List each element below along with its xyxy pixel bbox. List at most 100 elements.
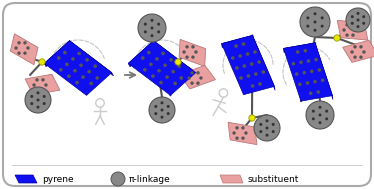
Circle shape: [307, 59, 310, 63]
Circle shape: [150, 26, 153, 29]
Polygon shape: [221, 35, 253, 48]
Circle shape: [191, 55, 195, 59]
Circle shape: [154, 112, 157, 115]
Circle shape: [160, 101, 163, 104]
Circle shape: [143, 68, 147, 72]
Circle shape: [26, 46, 30, 50]
Circle shape: [161, 52, 165, 55]
Circle shape: [314, 58, 318, 61]
Circle shape: [160, 116, 163, 119]
Circle shape: [351, 22, 354, 25]
Circle shape: [44, 83, 47, 87]
Circle shape: [81, 75, 85, 79]
Circle shape: [35, 78, 39, 81]
Circle shape: [77, 52, 81, 55]
Circle shape: [312, 110, 315, 113]
Circle shape: [147, 51, 151, 54]
Circle shape: [39, 59, 45, 65]
Circle shape: [319, 121, 322, 124]
Polygon shape: [283, 43, 332, 101]
Circle shape: [319, 106, 322, 109]
Circle shape: [43, 102, 46, 105]
Circle shape: [362, 50, 366, 54]
Circle shape: [111, 172, 125, 186]
Circle shape: [37, 106, 40, 109]
Circle shape: [167, 112, 170, 115]
Circle shape: [65, 63, 69, 66]
Circle shape: [94, 64, 97, 68]
Circle shape: [309, 91, 313, 95]
Circle shape: [157, 69, 161, 73]
Circle shape: [351, 33, 355, 37]
Circle shape: [196, 71, 200, 74]
Circle shape: [163, 64, 167, 67]
Polygon shape: [15, 175, 37, 183]
Circle shape: [249, 115, 255, 121]
Circle shape: [89, 82, 93, 85]
Circle shape: [272, 130, 275, 133]
Circle shape: [232, 131, 236, 135]
Circle shape: [303, 49, 307, 53]
Circle shape: [235, 136, 239, 140]
Polygon shape: [179, 39, 206, 66]
Circle shape: [87, 70, 91, 74]
Circle shape: [95, 76, 99, 80]
Circle shape: [234, 44, 238, 48]
Circle shape: [190, 71, 194, 74]
Circle shape: [306, 25, 309, 28]
Circle shape: [334, 35, 340, 41]
Circle shape: [183, 50, 186, 54]
Polygon shape: [70, 41, 114, 76]
Circle shape: [57, 56, 61, 60]
Circle shape: [312, 117, 315, 120]
Circle shape: [319, 114, 322, 116]
Circle shape: [356, 12, 359, 15]
Circle shape: [321, 25, 324, 28]
Circle shape: [313, 29, 316, 32]
Circle shape: [254, 115, 280, 141]
Circle shape: [186, 45, 189, 49]
Circle shape: [149, 97, 175, 123]
Circle shape: [199, 76, 203, 80]
Circle shape: [150, 19, 153, 22]
Circle shape: [30, 95, 33, 98]
Polygon shape: [44, 41, 71, 67]
Circle shape: [351, 15, 354, 18]
FancyBboxPatch shape: [3, 3, 371, 186]
Circle shape: [296, 50, 300, 54]
Polygon shape: [10, 34, 38, 65]
Text: substituent: substituent: [248, 174, 299, 184]
Circle shape: [310, 70, 313, 73]
Circle shape: [14, 46, 18, 50]
Circle shape: [272, 123, 275, 126]
Circle shape: [238, 54, 242, 58]
Circle shape: [362, 15, 365, 18]
Circle shape: [73, 69, 77, 73]
Circle shape: [169, 58, 173, 62]
Circle shape: [259, 130, 262, 133]
Circle shape: [167, 105, 170, 108]
Circle shape: [321, 78, 324, 82]
Circle shape: [157, 23, 160, 26]
Polygon shape: [228, 122, 257, 145]
Circle shape: [43, 95, 46, 98]
Circle shape: [259, 123, 262, 126]
Circle shape: [303, 71, 306, 74]
Circle shape: [292, 62, 295, 65]
Circle shape: [239, 76, 243, 80]
Circle shape: [63, 51, 67, 54]
Circle shape: [295, 72, 298, 76]
Circle shape: [325, 110, 328, 113]
Circle shape: [23, 41, 27, 45]
Circle shape: [71, 57, 75, 61]
Circle shape: [298, 83, 302, 86]
Circle shape: [196, 81, 200, 85]
Circle shape: [30, 102, 33, 105]
Circle shape: [187, 76, 191, 80]
Circle shape: [155, 57, 159, 61]
Circle shape: [191, 45, 195, 49]
Circle shape: [17, 51, 21, 55]
Circle shape: [246, 74, 250, 78]
Circle shape: [313, 12, 316, 15]
Polygon shape: [153, 41, 197, 76]
